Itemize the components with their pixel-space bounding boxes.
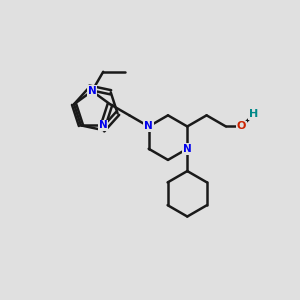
Text: N: N [99,120,108,130]
Text: N: N [183,144,192,154]
Text: H: H [249,109,258,119]
Text: N: N [144,122,153,131]
Text: O: O [237,122,246,131]
Text: N: N [88,86,96,96]
